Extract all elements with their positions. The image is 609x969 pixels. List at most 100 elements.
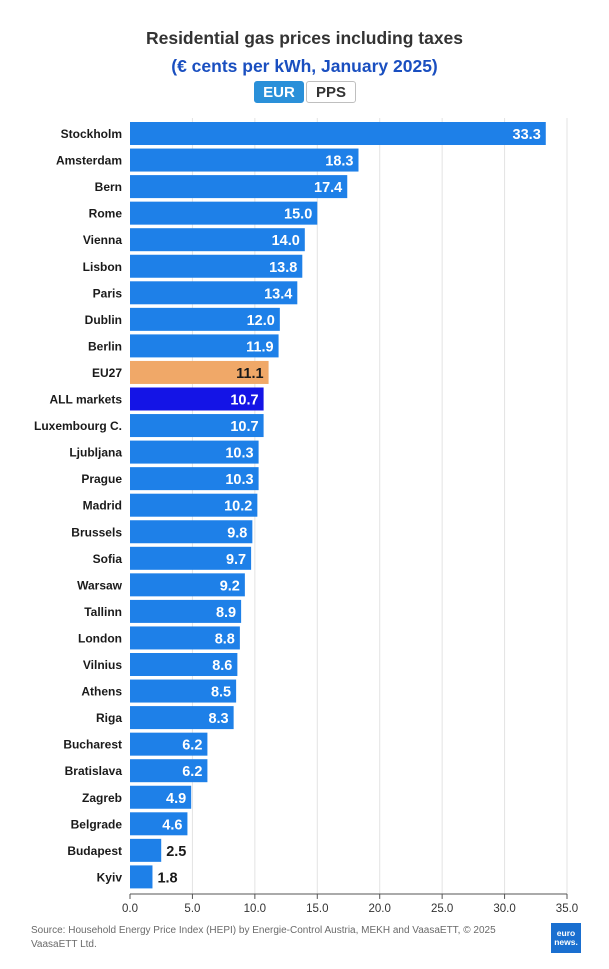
category-label: Prague: [81, 472, 122, 486]
value-label: 9.8: [227, 525, 247, 541]
x-tick-label: 35.0: [556, 903, 578, 915]
bar-chart: Stockholm 33.3 Amsterdam 18.3 Bern 17.4 Rome 15…: [34, 118, 578, 915]
value-label: 10.3: [225, 446, 253, 462]
category-label: Belgrade: [71, 817, 123, 831]
value-label: 9.7: [226, 552, 246, 568]
value-label: 12.0: [247, 313, 275, 329]
bar: [130, 440, 259, 464]
x-tick-label: 30.0: [493, 903, 515, 915]
eur-toggle-button[interactable]: EUR: [254, 81, 304, 103]
category-label: Bern: [95, 180, 122, 194]
value-label: 8.6: [212, 658, 232, 674]
value-label: 4.6: [162, 817, 182, 833]
value-label: 10.3: [225, 472, 253, 488]
bar: [130, 493, 258, 517]
bar: [130, 307, 280, 331]
category-label: Warsaw: [77, 578, 123, 592]
value-label: 10.2: [224, 499, 252, 515]
value-label: 10.7: [230, 393, 258, 409]
value-label: 8.3: [208, 711, 228, 727]
source-note: Source: Household Energy Price Index (HE…: [31, 925, 496, 950]
value-label: 18.3: [325, 154, 353, 170]
category-label: Dublin: [85, 313, 122, 327]
bar: [130, 759, 208, 783]
value-label: 2.5: [166, 844, 186, 860]
x-tick-label: 10.0: [244, 903, 266, 915]
value-label: 33.3: [513, 127, 541, 143]
bar: [130, 228, 305, 252]
bar: [130, 520, 253, 544]
category-label: Ljubljana: [69, 446, 122, 460]
category-label: Sofia: [93, 552, 123, 566]
category-label: Stockholm: [61, 127, 122, 141]
bar: [130, 148, 359, 172]
category-label: Budapest: [67, 844, 122, 858]
chart-title: Residential gas prices including taxes: [145, 28, 464, 48]
bar: [130, 175, 348, 199]
bar: [130, 626, 240, 650]
bar: [130, 201, 318, 225]
x-tick-label: 5.0: [184, 903, 200, 915]
logo-text-top: euro: [556, 928, 576, 938]
value-label: 13.4: [264, 286, 292, 302]
category-label: Bratislava: [65, 764, 123, 778]
value-label: 14.0: [272, 233, 300, 249]
category-label: Athens: [81, 685, 122, 699]
category-label: Amsterdam: [56, 154, 122, 168]
value-label: 6.2: [182, 764, 202, 780]
bar: [130, 360, 269, 384]
bar: [130, 254, 303, 278]
bar: [130, 281, 298, 305]
value-label: 13.8: [269, 260, 297, 276]
category-label: EU27: [92, 366, 122, 380]
value-label: 4.9: [166, 791, 186, 807]
category-label: Rome: [89, 207, 123, 221]
bar: [130, 599, 242, 623]
category-label: Vienna: [83, 233, 122, 247]
bar: [130, 785, 192, 809]
value-label: 11.9: [246, 339, 273, 355]
category-label: London: [78, 631, 122, 645]
value-label: 6.2: [182, 738, 202, 754]
category-label: Lisbon: [83, 260, 122, 274]
value-label: 15.0: [284, 207, 312, 223]
bar: [130, 653, 238, 676]
category-label: Brussels: [71, 525, 122, 539]
x-tick-label: 20.0: [369, 903, 391, 915]
bar: [130, 732, 208, 756]
bar: [130, 546, 252, 570]
bar: [130, 387, 264, 411]
bar: [130, 679, 237, 703]
value-label: 10.7: [230, 419, 258, 435]
bar: [130, 706, 234, 730]
category-label: ALL markets: [50, 393, 123, 407]
euronews-logo: euro news.: [551, 923, 581, 953]
bar: [130, 334, 279, 358]
value-label: 9.2: [220, 578, 240, 594]
bar: [130, 812, 188, 836]
x-tick-label: 25.0: [431, 903, 453, 915]
bar: [130, 865, 153, 889]
pps-toggle-button[interactable]: PPS: [306, 81, 356, 103]
bar: [130, 467, 259, 491]
bar: [130, 573, 245, 597]
category-label: Bucharest: [63, 738, 122, 752]
value-label: 11.1: [236, 366, 263, 382]
category-label: Vilnius: [83, 658, 122, 672]
bar: [130, 122, 546, 145]
category-label: Berlin: [88, 339, 122, 353]
x-tick-label: 0.0: [122, 903, 138, 915]
bar: [130, 414, 264, 438]
category-label: Kyiv: [97, 870, 123, 884]
value-label: 8.5: [211, 685, 231, 701]
value-label: 8.8: [215, 631, 235, 647]
category-label: Riga: [96, 711, 122, 725]
value-label: 8.9: [216, 605, 236, 621]
value-label: 17.4: [314, 180, 342, 196]
value-label: 1.8: [157, 870, 177, 886]
currency-toggle: EUR PPS: [254, 81, 356, 103]
chart-subtitle: (€ cents per kWh, January 2025): [171, 56, 438, 76]
category-label: Madrid: [83, 499, 122, 513]
category-label: Paris: [93, 286, 123, 300]
category-label: Zagreb: [82, 791, 122, 805]
